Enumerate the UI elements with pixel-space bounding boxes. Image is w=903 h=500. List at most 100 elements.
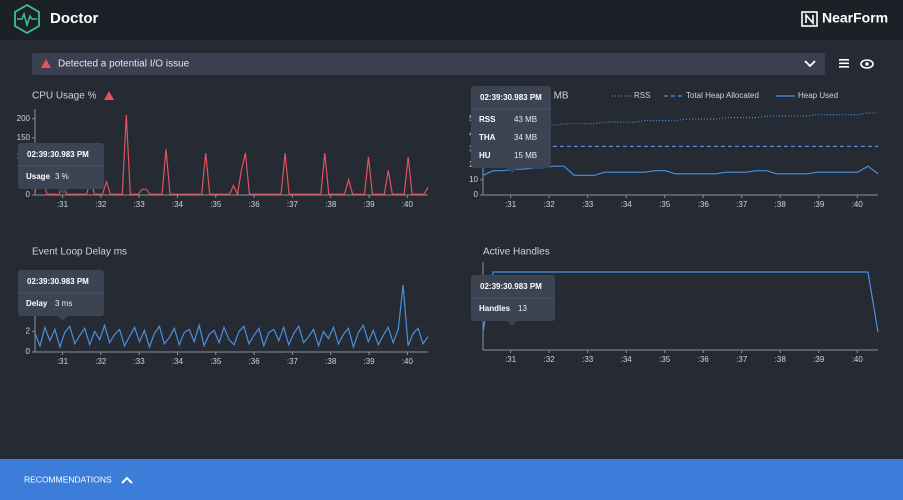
- x-tick-label: :34: [621, 200, 633, 209]
- logo-hexagon: [14, 3, 40, 35]
- chart-title: CPU Usage %: [32, 91, 97, 102]
- alert-expand-icon: [804, 60, 816, 68]
- view-toggle-button[interactable]: [860, 59, 874, 69]
- y-tick-label: 2: [26, 327, 31, 336]
- chart-title: Active Handles: [483, 247, 550, 258]
- logo-pulse: [17, 11, 37, 28]
- tooltip-label: Handles: [479, 304, 511, 313]
- x-tick-label: :37: [287, 357, 299, 366]
- app-title: Doctor: [50, 10, 98, 27]
- x-tick-label: :39: [363, 200, 375, 209]
- x-tick-label: :32: [544, 355, 556, 364]
- footer-toggle-icon: [121, 476, 133, 484]
- x-tick-label: :31: [57, 357, 69, 366]
- x-tick-label: :35: [659, 200, 671, 209]
- tooltip-pointer: [58, 189, 68, 194]
- tooltip-time: 02:39:30.983 PM: [480, 93, 542, 102]
- x-tick-label: :32: [544, 200, 556, 209]
- tooltip-pointer: [507, 321, 517, 326]
- x-tick-label: :37: [736, 200, 748, 209]
- x-tick-label: :35: [210, 357, 222, 366]
- eye-pupil: [865, 62, 869, 66]
- tooltip-pointer: [507, 168, 517, 173]
- alert-bar[interactable]: Detected a potential I/O issue: [32, 53, 825, 75]
- series-line: [482, 271, 879, 333]
- tooltip-value: 3 ms: [55, 299, 72, 308]
- x-tick-label: :37: [287, 200, 299, 209]
- y-tick-label: 0: [26, 190, 31, 199]
- brand-name: NearForm: [822, 10, 888, 26]
- x-tick-label: :39: [363, 357, 375, 366]
- y-tick-label: 150: [17, 133, 31, 142]
- x-tick-label: :38: [325, 200, 337, 209]
- x-tick-label: :36: [249, 200, 261, 209]
- x-tick-label: :39: [813, 355, 825, 364]
- footer-label: RECOMMENDATIONS: [24, 474, 112, 484]
- list-view-button[interactable]: [839, 59, 849, 68]
- tooltip-value: 15 MB: [514, 151, 537, 160]
- series-line: [34, 285, 429, 349]
- alert-text: Detected a potential I/O issue: [58, 59, 190, 70]
- tooltip-time: 02:39:30.983 PM: [27, 150, 89, 159]
- chart-title: Event Loop Delay ms: [32, 247, 127, 258]
- doctor-logo[interactable]: [14, 3, 40, 35]
- x-tick-label: :38: [775, 355, 787, 364]
- tooltip-time: 02:39:30.983 PM: [27, 277, 89, 286]
- x-tick-label: :35: [210, 200, 222, 209]
- alert-icon: [41, 59, 51, 68]
- x-tick-label: :35: [659, 355, 671, 364]
- y-tick-label: 0: [26, 347, 31, 356]
- tooltip-label: HU: [479, 151, 491, 160]
- x-tick-label: :33: [134, 200, 146, 209]
- brand-icon-n: [805, 12, 814, 26]
- tooltip-box: [471, 86, 551, 168]
- x-tick-label: :31: [57, 200, 69, 209]
- x-tick-label: :38: [775, 200, 787, 209]
- x-tick-label: :36: [698, 355, 710, 364]
- icon-line: [839, 59, 849, 61]
- x-tick-label: :36: [698, 200, 710, 209]
- series-line: [34, 114, 429, 197]
- x-tick-label: :40: [402, 200, 414, 209]
- tooltip-value: 13: [518, 304, 527, 313]
- footer[interactable]: RECOMMENDATIONS: [0, 459, 903, 500]
- x-tick-label: :40: [402, 357, 414, 366]
- tooltip-value: 34 MB: [514, 133, 537, 142]
- tooltip-value: 43 MB: [514, 115, 537, 124]
- x-tick-label: :39: [813, 200, 825, 209]
- x-tick-label: :37: [736, 355, 748, 364]
- x-tick-label: :31: [505, 355, 517, 364]
- legend-label: Heap Used: [798, 91, 838, 100]
- y-tick-label: 0: [474, 190, 479, 199]
- tooltip-time: 02:39:30.983 PM: [480, 282, 542, 291]
- warning-icon: [104, 91, 114, 100]
- tooltip-label: Delay: [26, 299, 48, 308]
- charts: CPU Usage %050100150200:31:32:33:34:35:3…: [17, 86, 879, 366]
- tooltip-value: 3 %: [55, 172, 69, 181]
- tooltip-label: Usage: [26, 172, 51, 181]
- tooltip: 02:39:30.983 PM RSS 43 MB THA 34 MB HU 15 MB: [471, 86, 551, 173]
- tooltip-label: RSS: [479, 115, 496, 124]
- alert-background: [32, 53, 825, 75]
- tooltip: 02:39:30.983 PM Handles 13: [471, 275, 555, 326]
- icon-line: [839, 62, 849, 65]
- x-tick-label: :33: [134, 357, 146, 366]
- x-tick-label: :33: [582, 200, 594, 209]
- x-tick-label: :36: [249, 357, 261, 366]
- x-tick-label: :31: [505, 200, 517, 209]
- y-tick-label: 200: [17, 114, 31, 123]
- x-tick-label: :40: [852, 200, 864, 209]
- eye-outline: [860, 59, 874, 69]
- x-tick-label: :40: [852, 355, 864, 364]
- brand-logo[interactable]: NearForm: [801, 10, 888, 27]
- x-tick-label: :38: [325, 357, 337, 366]
- header-bar: [0, 0, 903, 40]
- brand-icon: [801, 11, 818, 27]
- y-tick-label: 10: [469, 175, 478, 184]
- icon-line: [839, 66, 849, 68]
- footer-bar: [0, 459, 903, 500]
- x-tick-label: :33: [582, 355, 594, 364]
